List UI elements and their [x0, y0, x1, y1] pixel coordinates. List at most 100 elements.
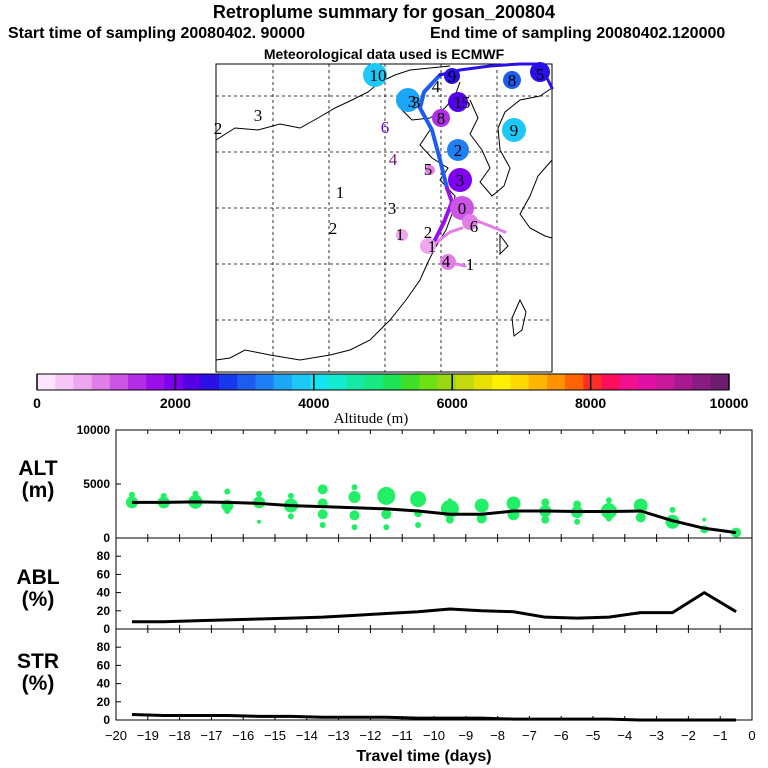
map-dot	[440, 254, 456, 270]
y-tick-label: 60	[97, 567, 111, 581]
altitude-dot	[605, 515, 612, 522]
median-altitude-line	[131, 500, 737, 535]
map-frame	[215, 63, 553, 373]
colorbar-swatch	[37, 374, 56, 390]
trajectory-dots	[363, 62, 550, 270]
map-label: 15	[454, 93, 471, 112]
x-tick-label: −11	[392, 728, 413, 743]
y-tick-label: 20	[97, 695, 111, 709]
colorbar-swatch	[583, 374, 603, 390]
coast-east-china	[215, 129, 456, 361]
abl-label-line2: (%)	[21, 588, 55, 611]
panel-frame	[115, 429, 753, 539]
altitude-dot	[476, 513, 487, 524]
colorbar-swatch	[328, 374, 348, 390]
start-time: Start time of sampling 20080402. 90000	[8, 25, 306, 42]
series-line	[131, 591, 737, 624]
x-tick-label: −12	[359, 728, 381, 743]
map-label: 2	[424, 223, 433, 242]
colorbar-swatch	[73, 374, 93, 390]
map-label: 1	[466, 255, 475, 274]
map-dot	[447, 139, 469, 161]
map-dot	[432, 109, 450, 127]
colorbar-swatch	[492, 374, 511, 390]
altitude-dot	[348, 490, 361, 503]
map-label: 1	[336, 183, 345, 202]
x-tick-label: −14	[296, 728, 318, 743]
x-tick-label: −3	[649, 728, 664, 743]
chart-title: Retroplume summary for gosan_200804	[212, 2, 556, 22]
map-dot	[425, 165, 435, 175]
altitude-dot	[574, 518, 581, 525]
colorbar-swatch	[200, 374, 220, 390]
altitude-dot	[410, 491, 427, 508]
y-tick-label: 20	[97, 604, 111, 618]
colorbar-swatch	[437, 374, 457, 390]
y-tick-label: 5000	[83, 477, 110, 491]
x-tick-label: −1	[713, 728, 728, 743]
y-tick-label: 40	[97, 586, 111, 600]
colorbar-swatch	[128, 374, 147, 390]
map-label: 2	[214, 119, 223, 138]
x-tick-label: −20	[105, 728, 127, 743]
x-tick-label: −15	[264, 728, 286, 743]
map-label: 3	[408, 92, 417, 111]
altitude-dot	[351, 484, 358, 491]
coastlines	[215, 65, 553, 361]
colorbar-tick-label: 10000	[710, 395, 749, 411]
coast-island	[499, 233, 509, 256]
map-label: 3	[412, 93, 421, 112]
altitude-dot	[635, 512, 646, 523]
map-label: 8	[508, 71, 517, 90]
altitude-dot	[349, 510, 360, 521]
altitude-dot	[224, 508, 231, 514]
altitude-dot	[702, 517, 707, 522]
colorbar-swatch	[273, 374, 293, 390]
map-label: 0	[458, 199, 467, 218]
altitude-dot	[287, 492, 294, 499]
panel-frame	[115, 628, 753, 721]
colorbar-swatch	[164, 374, 184, 390]
altitude-dot	[351, 524, 358, 531]
colorbar-swatch	[710, 374, 730, 390]
colorbar-tick-label: 0	[33, 395, 41, 411]
x-tick-label: −8	[490, 728, 505, 743]
panel-frame	[115, 537, 753, 630]
x-tick-label: −18	[169, 728, 191, 743]
x-tick-label: 0	[748, 728, 755, 743]
map-label: 3	[254, 106, 263, 125]
map-label: 6	[381, 118, 390, 137]
map-grid	[216, 64, 552, 372]
map-label: 2	[329, 219, 338, 238]
colorbar-swatch	[219, 374, 238, 390]
map-label: 6	[470, 217, 479, 236]
colorbar-swatch	[546, 374, 566, 390]
colorbar-swatch	[637, 374, 657, 390]
altitude-dot	[605, 497, 612, 504]
str-label-line2: (%)	[21, 672, 55, 695]
str-label-line1: STR	[17, 650, 59, 673]
map-label: 4	[389, 150, 398, 169]
y-tick-label: 0	[103, 622, 110, 636]
colorbar-swatch	[674, 374, 694, 390]
colorbar-swatch	[601, 374, 621, 390]
map-label: 3	[388, 199, 397, 218]
altitude-dot	[506, 496, 521, 511]
map-dot	[503, 71, 521, 89]
coast-taiwan	[511, 298, 527, 337]
colorbar-swatch	[474, 374, 493, 390]
str-panel-label: STR (%)	[6, 651, 70, 695]
altitude-dot	[287, 513, 294, 520]
colorbar-swatch	[109, 374, 129, 390]
map-label: 9	[448, 67, 457, 86]
map-dot	[396, 229, 408, 241]
colorbar-swatch	[182, 374, 202, 390]
colorbar-tick-label: 2000	[160, 395, 191, 411]
altitude-dot	[128, 491, 135, 498]
y-tick-label: 80	[97, 549, 111, 563]
x-tick-label: −17	[200, 728, 222, 743]
colorbar-swatch	[55, 374, 74, 390]
altitude-dot	[445, 515, 454, 524]
colorbar-swatch	[656, 374, 675, 390]
altitude-dot	[192, 490, 199, 497]
